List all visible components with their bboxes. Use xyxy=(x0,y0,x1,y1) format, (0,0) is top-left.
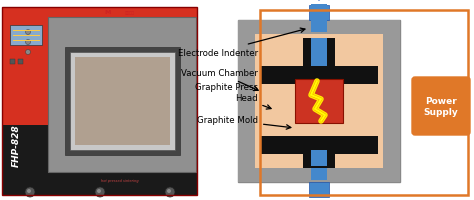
Bar xyxy=(70,53,175,150)
Bar xyxy=(311,152,327,180)
Bar xyxy=(260,67,378,85)
Bar xyxy=(2,125,197,195)
Circle shape xyxy=(167,189,171,193)
Bar xyxy=(10,60,15,65)
Text: M: M xyxy=(105,10,111,15)
Text: Graphite Press
Head: Graphite Press Head xyxy=(195,83,271,110)
Bar xyxy=(238,168,400,182)
Bar xyxy=(260,11,468,195)
Bar xyxy=(309,6,329,21)
Bar xyxy=(238,21,255,182)
Bar xyxy=(311,150,327,168)
Bar xyxy=(10,26,42,46)
Bar xyxy=(18,60,23,65)
Bar xyxy=(303,150,335,168)
Circle shape xyxy=(165,187,175,197)
Bar xyxy=(311,39,327,67)
Text: hot pressed sintering: hot pressed sintering xyxy=(101,178,139,182)
Bar xyxy=(65,48,180,155)
Bar xyxy=(309,182,329,197)
Bar xyxy=(311,150,327,166)
Bar xyxy=(255,35,383,168)
Text: Power
Supply: Power Supply xyxy=(424,97,458,116)
Circle shape xyxy=(25,187,35,197)
Circle shape xyxy=(97,189,101,193)
Bar xyxy=(383,21,400,182)
Bar xyxy=(2,8,44,195)
Text: Electrode Indenter: Electrode Indenter xyxy=(178,29,305,57)
Bar xyxy=(2,8,197,195)
Circle shape xyxy=(26,40,30,45)
Text: 上海晨华: 上海晨华 xyxy=(125,11,135,15)
Bar xyxy=(311,5,327,33)
Bar xyxy=(48,18,196,172)
Bar xyxy=(303,39,335,67)
Bar xyxy=(238,21,400,182)
Text: Graphite Mold: Graphite Mold xyxy=(197,116,291,130)
Circle shape xyxy=(27,189,31,193)
Bar xyxy=(255,35,383,168)
Circle shape xyxy=(95,187,105,197)
Circle shape xyxy=(26,30,30,35)
Circle shape xyxy=(26,50,30,55)
Bar xyxy=(295,80,343,123)
Bar xyxy=(260,136,378,154)
Text: Vacuum Chamber: Vacuum Chamber xyxy=(181,69,258,91)
Bar xyxy=(2,8,197,195)
Text: FHP-828: FHP-828 xyxy=(11,124,20,166)
Bar xyxy=(75,58,170,145)
FancyBboxPatch shape xyxy=(412,78,470,135)
Bar xyxy=(238,21,400,35)
